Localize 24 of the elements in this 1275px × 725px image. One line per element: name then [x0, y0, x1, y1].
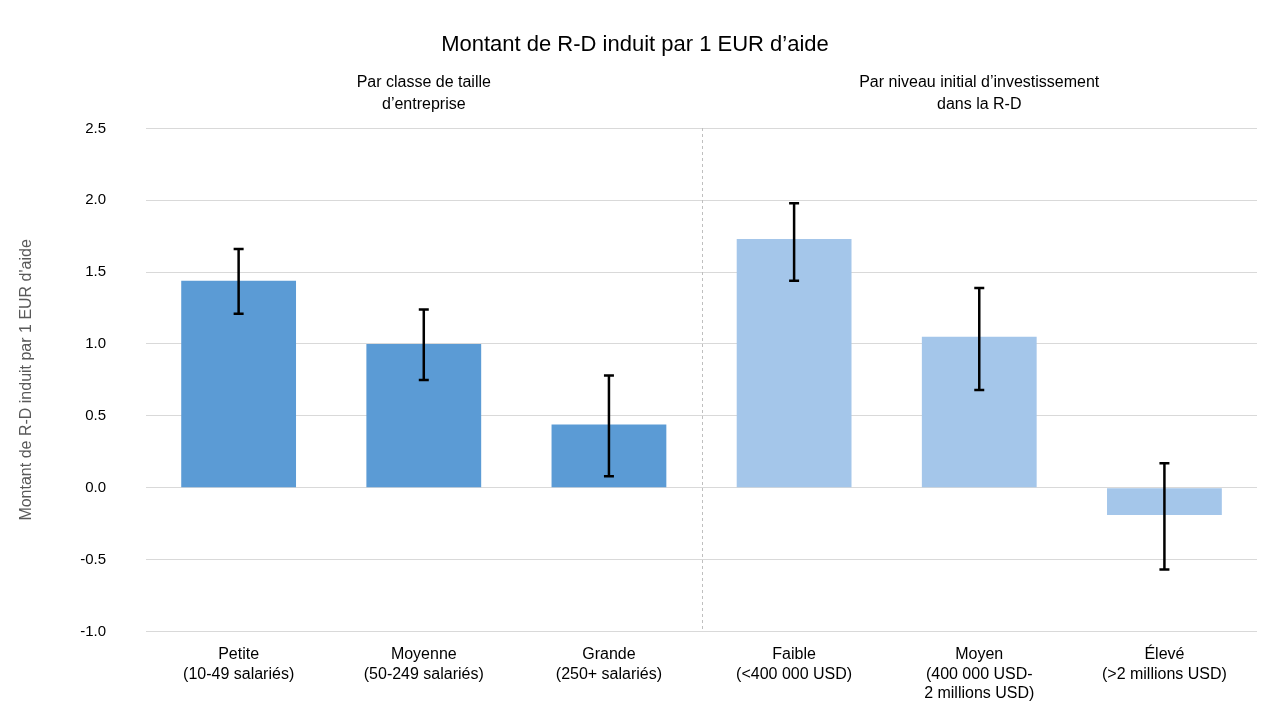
- y-tick-label: 1.5: [85, 262, 107, 280]
- bar: [921, 336, 1037, 488]
- chart-title: Montant de R-D induit par 1 EUR d’aide: [441, 31, 829, 57]
- text: Par classe de taille d’entreprise: [356, 73, 492, 113]
- x-tick-label: Moyen (400 000 USD- 2 millions USD): [924, 645, 1035, 701]
- y-tick-label: 2.0: [85, 190, 107, 208]
- y-tick-label: 2.5: [85, 118, 107, 136]
- x-tick-label: Faible (<400 000 USD): [736, 645, 853, 682]
- x-tick-label: Petite (10-49 salariés): [183, 645, 295, 682]
- bar: [736, 239, 852, 488]
- y-tick-label: 0.5: [85, 405, 107, 423]
- y-tick-label: 0.0: [85, 477, 107, 495]
- y-tick-label: 1.0: [85, 334, 107, 352]
- bar: [181, 280, 297, 488]
- x-tick-label: Élevé (>2 millions USD): [1101, 644, 1227, 682]
- text: Par niveau initial d’investissement dans la R-D: [859, 73, 1100, 113]
- x-tick-label: Grande (250+ salariés): [555, 645, 663, 682]
- bar: [366, 343, 482, 488]
- bar: [1107, 488, 1222, 515]
- y-axis-title: Montant de R-D induit par 1 EUR d'aide: [17, 239, 35, 521]
- y-tick-label: -1.0: [80, 621, 107, 639]
- x-tick-label: Moyenne (50-249 salariés): [363, 645, 484, 682]
- y-tick-label: -0.5: [80, 549, 107, 567]
- bar: [551, 424, 667, 488]
